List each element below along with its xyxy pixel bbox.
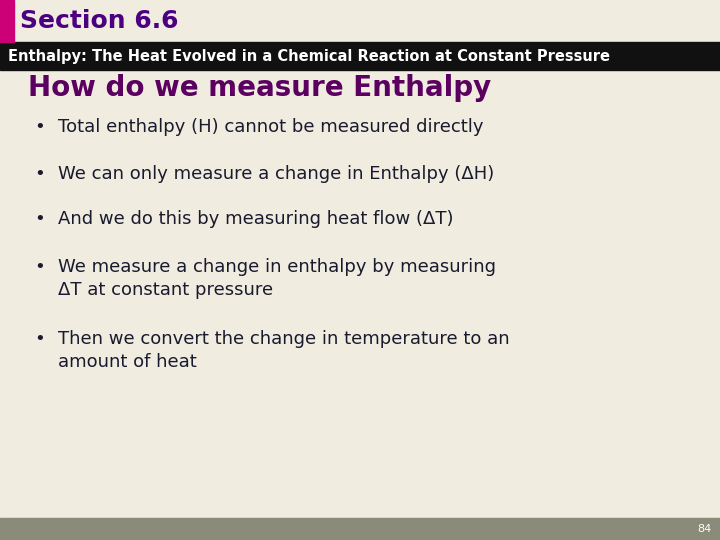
Text: Then we convert the change in temperature to an
amount of heat: Then we convert the change in temperatur…: [58, 330, 510, 371]
Text: We can only measure a change in Enthalpy (ΔH): We can only measure a change in Enthalpy…: [58, 165, 494, 183]
Bar: [0, 42, 720, 70]
Text: •: •: [34, 330, 45, 348]
Text: Section 6.6: Section 6.6: [20, 9, 179, 33]
Text: 84: 84: [698, 524, 712, 534]
Text: How do we measure Enthalpy: How do we measure Enthalpy: [28, 74, 491, 102]
Text: We measure a change in enthalpy by measuring
ΔT at constant pressure: We measure a change in enthalpy by measu…: [58, 258, 496, 299]
Bar: [0, 0, 14, 42]
Text: And we do this by measuring heat flow (ΔT): And we do this by measuring heat flow (Δ…: [58, 210, 454, 228]
Text: •: •: [34, 210, 45, 228]
Bar: [0, 518, 720, 540]
Text: •: •: [34, 258, 45, 276]
Text: •: •: [34, 165, 45, 183]
Text: Enthalpy: The Heat Evolved in a Chemical Reaction at Constant Pressure: Enthalpy: The Heat Evolved in a Chemical…: [8, 49, 610, 64]
Text: •: •: [34, 118, 45, 136]
Text: Total enthalpy (H) cannot be measured directly: Total enthalpy (H) cannot be measured di…: [58, 118, 484, 136]
